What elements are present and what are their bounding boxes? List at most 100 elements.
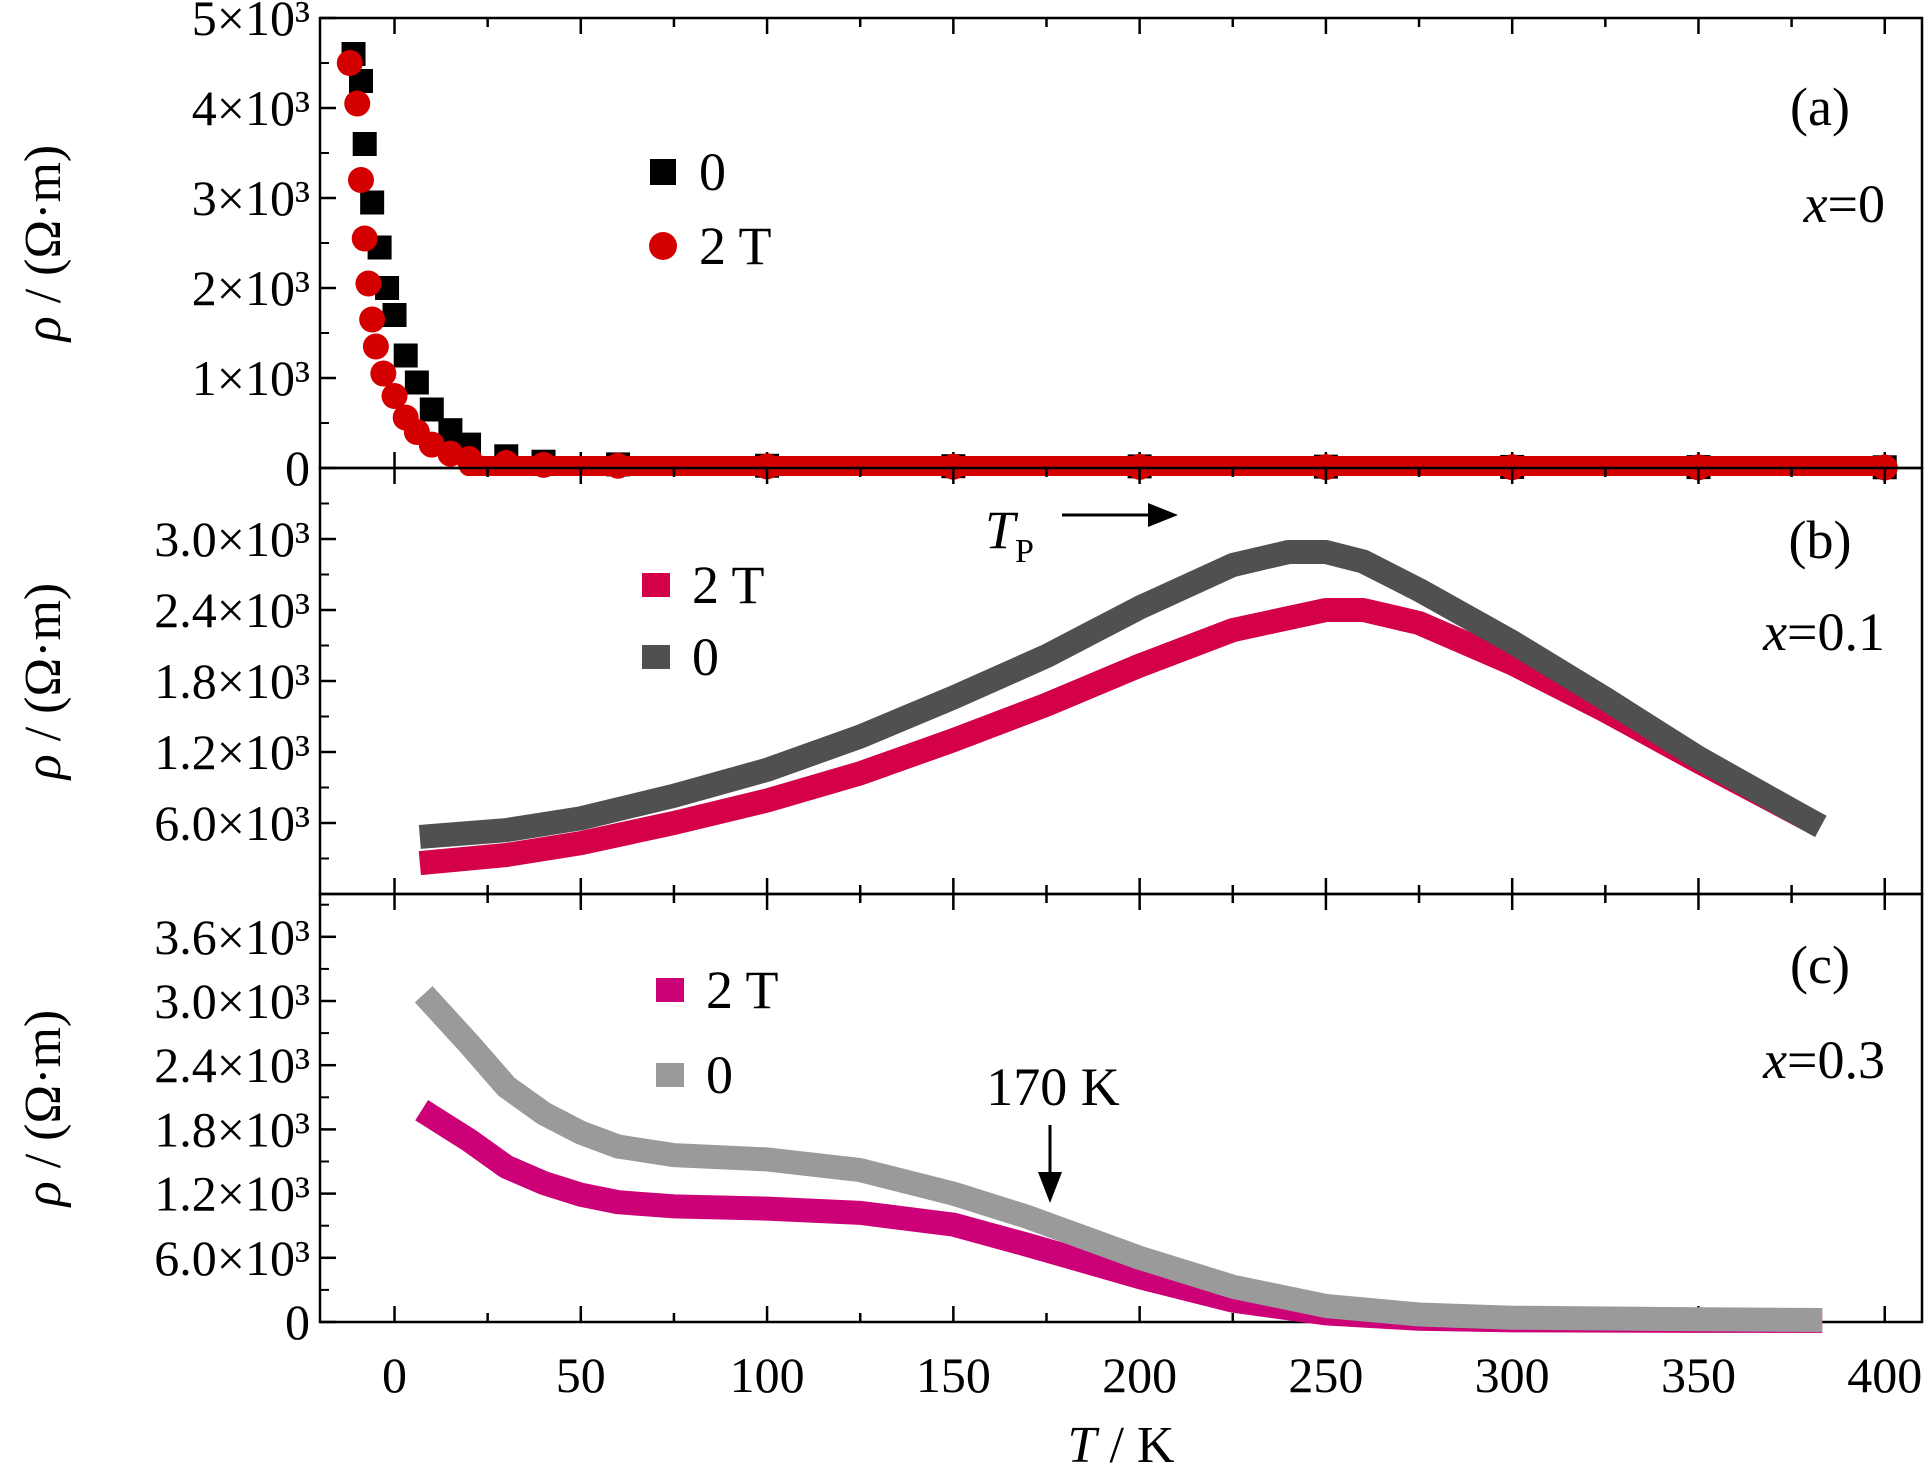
x-tick-label: 150: [916, 1347, 991, 1403]
composition-label: x=0.3: [1762, 1030, 1885, 1090]
y-tick-label: 1.2×10³: [154, 1166, 310, 1222]
legend: 02 T: [649, 142, 772, 276]
legend-label: 2 T: [692, 555, 765, 615]
data-point: [382, 303, 407, 327]
data-point: [352, 132, 377, 156]
composition-value: =0: [1828, 174, 1885, 234]
series-line: [414, 986, 1823, 1332]
y-axis-label-symbol: ρ: [15, 1181, 72, 1208]
tp-label-sub: P: [1015, 533, 1034, 570]
x-tick-label: 400: [1847, 1347, 1922, 1403]
legend-label: 0: [699, 142, 726, 202]
x-tick-label: 100: [730, 1347, 805, 1403]
series-c-1: [414, 986, 1823, 1332]
panel-b: 6.0×10³ 1.2×10³ 1.8×10³ 2.4×10³ 3.0×10³ ρ / (…: [15, 466, 1924, 896]
tp-label-main: T: [985, 500, 1019, 560]
x-tick-label: 0: [382, 1347, 407, 1403]
series-a-0: [341, 42, 1897, 480]
y-tick-label: 1×10³: [192, 350, 310, 406]
y-tick-label: 1.8×10³: [154, 1101, 310, 1157]
x-axis-label-symbol: T: [1068, 1417, 1100, 1474]
data-point: [360, 190, 385, 215]
shared-x-axis: 0 50 100 150 200 250 300 350 400 T / K: [382, 1347, 1922, 1474]
legend-label: 0: [706, 1045, 733, 1105]
series-b-0: [418, 598, 1827, 876]
y-tick-label: 6.0×10³: [154, 795, 310, 851]
y-axis-label: ρ / (Ω·m): [15, 583, 72, 781]
y-tick-label: 4×10³: [192, 80, 310, 136]
y-tick-label: 1.8×10³: [154, 653, 310, 709]
y-axis-label-symbol: ρ: [15, 316, 72, 343]
data-point: [404, 370, 429, 395]
legend-marker: [649, 232, 677, 260]
y-axis-label-units: / (Ω·m): [15, 145, 72, 317]
arrow-label-170k: 170 K: [986, 1057, 1120, 1117]
legend-marker: [642, 645, 670, 669]
legend-label: 0: [692, 627, 719, 687]
plot-frame: [318, 16, 1924, 470]
composition-var: x: [1803, 174, 1828, 234]
x-axis-label: T / K: [1068, 1417, 1175, 1474]
tp-arrow-head: [1148, 503, 1178, 527]
data-point: [362, 333, 389, 360]
composition-value: =0.3: [1787, 1030, 1885, 1090]
data-point: [336, 50, 363, 76]
composition-label: x=0.1: [1762, 602, 1885, 662]
data-point: [370, 360, 397, 387]
legend-label: 2 T: [699, 216, 772, 276]
panel-c: 0 6.0×10³ 1.2×10³ 1.8×10³ 2.4×10³ 3.0×10³ 3.6×…: [15, 892, 1924, 1350]
y-tick-label: 5×10³: [192, 0, 310, 46]
y-tick-label: 2×10³: [192, 260, 310, 316]
series-line: [418, 540, 1827, 849]
y-tick-label: 0: [285, 440, 310, 496]
y-axis-label-units: / (Ω·m): [15, 1010, 72, 1182]
plot-frame: [318, 892, 1924, 1324]
series-line: [418, 598, 1827, 876]
y-tick-label: 3.6×10³: [154, 909, 310, 965]
x-tick-label: 350: [1661, 1347, 1736, 1403]
x-tick-label: 200: [1102, 1347, 1177, 1403]
y-axis-label-symbol: ρ: [15, 754, 72, 781]
y-tick-label: 1.2×10³: [154, 724, 310, 780]
y-tick-label: 2.4×10³: [154, 1037, 310, 1093]
composition-var: x: [1762, 1030, 1787, 1090]
y-tick-label: 3.0×10³: [154, 973, 310, 1029]
data-point: [359, 306, 386, 333]
data-point: [393, 343, 418, 368]
panel-tag: (b): [1789, 510, 1852, 570]
arrow-170k-head: [1038, 1172, 1062, 1203]
data-point: [344, 90, 371, 117]
panel-tag: (c): [1790, 935, 1850, 995]
composition-value: =0.1: [1787, 602, 1885, 662]
y-axis-label-units: / (Ω·m): [15, 583, 72, 755]
data-point: [381, 383, 408, 409]
x-axis-label-units: / K: [1096, 1417, 1174, 1474]
legend: 2 T0: [656, 960, 779, 1105]
data-point: [355, 270, 382, 297]
legend-marker: [656, 1063, 684, 1087]
composition-label: x=0: [1803, 174, 1885, 234]
legend-label: 2 T: [706, 960, 779, 1020]
tp-label: TP: [985, 500, 1034, 570]
panel-tag: (a): [1790, 77, 1850, 137]
x-tick-label: 250: [1288, 1347, 1363, 1403]
x-tick-label: 50: [556, 1347, 606, 1403]
y-tick-label: 0: [285, 1294, 310, 1350]
legend-marker: [642, 573, 670, 597]
y-axis-label: ρ / (Ω·m): [15, 1010, 72, 1208]
legend-marker: [656, 978, 684, 1002]
y-axis-label: ρ / (Ω·m): [15, 145, 72, 343]
y-tick-label: 2.4×10³: [154, 582, 310, 638]
series-b-1: [418, 540, 1827, 849]
data-point: [347, 167, 374, 193]
y-tick-label: 3.0×10³: [154, 511, 310, 567]
y-tick-label: 6.0×10³: [154, 1230, 310, 1286]
composition-var: x: [1762, 602, 1787, 662]
legend-marker: [650, 159, 676, 185]
y-tick-label: 3×10³: [192, 170, 310, 226]
data-point: [351, 225, 378, 252]
legend: 2 T0: [642, 555, 765, 687]
